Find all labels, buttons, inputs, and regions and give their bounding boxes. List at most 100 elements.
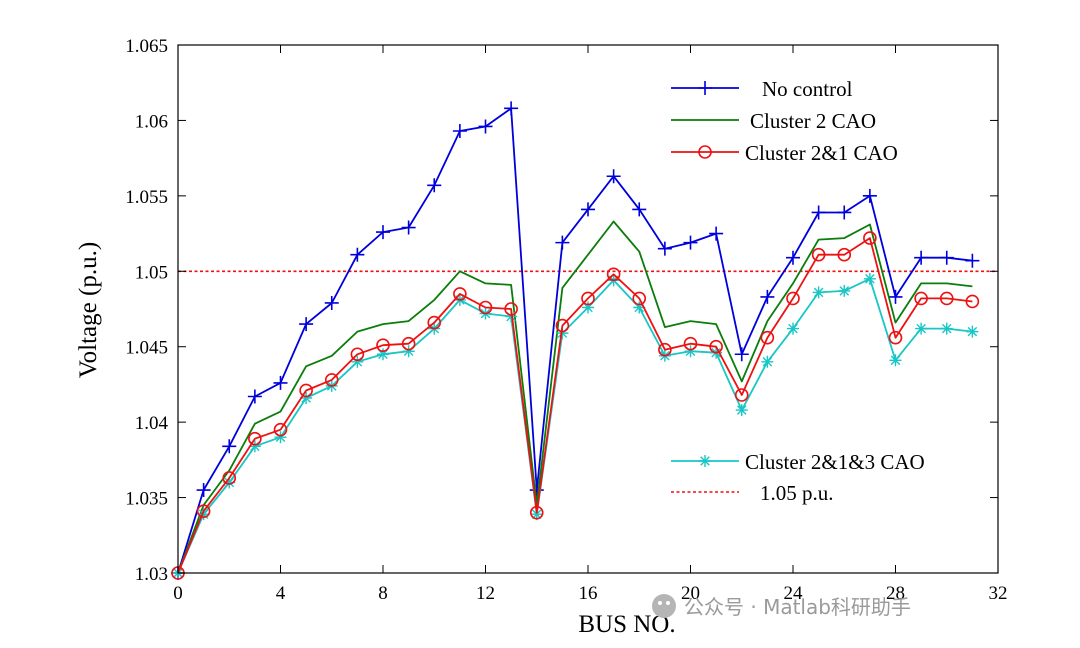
data-point-cluster-2-1-3-cao-8 (377, 348, 389, 361)
data-point-cluster-2-1-cao-7 (350, 347, 365, 362)
data-point-cluster-2-1-cao-8 (376, 338, 390, 353)
data-point-no-control-27 (862, 188, 877, 203)
x-tick-label: 28 (886, 583, 905, 604)
data-point-cluster-2-1-cao-31 (965, 294, 980, 309)
x-tick-label: 4 (276, 583, 286, 604)
y-tick-label: 1.05 (135, 262, 168, 283)
legend: No control Cluster 2 CAO Cluster 2&1 CAO Cl… (671, 77, 925, 505)
data-point-no-control-10 (427, 178, 442, 193)
data-point-cluster-2-1-3-cao-18 (633, 301, 646, 314)
data-point-cluster-2-1-3-cao-3 (248, 440, 261, 453)
data-point-cluster-2-1-cao-20 (683, 336, 698, 351)
axes: 0 4 8 12 16 20 24 28 32 1.03 1.035 1.04 1.045 1.05 1.0… (125, 36, 1007, 604)
data-point-cluster-2-1-cao-18 (632, 291, 647, 306)
series-line-cluster-2-cao (177, 220, 973, 574)
x-tick-label: 24 (784, 583, 804, 604)
data-point-no-control-11 (452, 123, 467, 138)
data-point-no-control-26 (837, 205, 852, 220)
data-point-cluster-2-1-cao-27 (863, 231, 877, 245)
x-tick-label: 20 (681, 583, 700, 604)
data-point-no-control-8 (376, 225, 390, 240)
data-point-no-control-9 (401, 220, 416, 235)
y-tick-label: 1.06 (135, 111, 168, 132)
legend-marker-cluster-2-1 (698, 145, 712, 159)
data-point-no-control-25 (811, 205, 826, 220)
data-point-cluster-2-1-cao-15 (555, 318, 570, 333)
data-point-no-control-29 (914, 250, 929, 265)
data-point-cluster-2-1-3-cao-1 (197, 508, 210, 521)
data-point-cluster-2-1-cao-21 (709, 339, 723, 354)
data-point-cluster-2-1-3-cao-22 (735, 404, 748, 417)
wechat-icon (652, 594, 676, 618)
legend-label-reference: 1.05 p.u. (760, 481, 834, 505)
data-point-no-control-16 (581, 202, 595, 217)
data-point-cluster-2-1-cao-14 (529, 505, 544, 520)
data-point-no-control-4 (273, 375, 288, 390)
data-point-cluster-2-1-cao-25 (811, 247, 826, 262)
data-point-no-control-18 (632, 202, 647, 217)
data-point-cluster-2-1-3-cao-16 (582, 301, 594, 314)
data-point-no-control-23 (760, 289, 775, 304)
data-point-no-control-28 (888, 289, 903, 304)
data-point-cluster-2-1-cao-22 (734, 388, 749, 402)
x-tick-label: 0 (173, 583, 183, 604)
data-point-cluster-2-1-cao-9 (401, 336, 416, 351)
data-point-cluster-2-1-3-cao-20 (684, 345, 697, 358)
data-point-cluster-2-1-cao-12 (478, 300, 493, 315)
data-point-cluster-2-1-3-cao-14 (530, 508, 543, 521)
y-tick-label: 1.045 (125, 338, 168, 359)
data-point-cluster-2-1-3-cao-9 (402, 345, 415, 358)
data-point-cluster-2-1-cao-16 (581, 291, 595, 306)
data-point-cluster-2-1-3-cao-29 (915, 322, 928, 335)
data-point-no-control-15 (555, 235, 570, 250)
data-point-no-control-21 (709, 226, 724, 241)
watermark-text: 公众号 · Matlab科研助手 (684, 595, 911, 619)
y-tick-label: 1.03 (135, 564, 168, 585)
y-tick-label: 1.065 (125, 36, 168, 57)
y-tick-label: 1.055 (125, 187, 168, 208)
data-point-cluster-2-1-cao-17 (606, 267, 621, 282)
data-point-cluster-2-1-cao-28 (888, 330, 903, 345)
data-point-cluster-2-1-cao-5 (299, 383, 313, 398)
data-point-no-control-7 (350, 247, 365, 262)
data-point-cluster-2-1-cao-11 (453, 287, 467, 301)
data-point-cluster-2-1-3-cao-25 (812, 286, 825, 299)
wechat-icon-eye-left (658, 601, 662, 605)
data-point-no-control-5 (299, 317, 314, 332)
data-point-no-control-14 (529, 483, 544, 498)
data-point-cluster-2-1-3-cao-2 (223, 476, 236, 489)
data-point-no-control-17 (606, 169, 621, 184)
data-point-cluster-2-1-3-cao-4 (274, 431, 287, 444)
legend-label-cluster-2-1: Cluster 2&1 CAO (745, 141, 898, 165)
data-point-no-control-6 (324, 295, 339, 310)
legend-label-cluster-2-1-3: Cluster 2&1&3 CAO (745, 450, 925, 474)
data-point-cluster-2-1-3-cao-7 (351, 355, 364, 368)
data-point-cluster-2-1-cao-10 (427, 315, 442, 330)
data-point-cluster-2-1-cao-29 (914, 291, 928, 306)
x-tick-label: 32 (989, 583, 1008, 604)
data-point-cluster-2-1-3-cao-31 (966, 325, 979, 338)
data-point-cluster-2-1-cao-24 (786, 291, 800, 306)
data-point-cluster-2-1-cao-19 (658, 342, 672, 357)
data-point-cluster-2-1-3-cao-30 (940, 322, 953, 335)
data-point-cluster-2-1-3-cao-13 (505, 310, 518, 323)
data-point-no-control-30 (939, 250, 954, 265)
data-point-no-control-31 (965, 253, 980, 268)
data-point-cluster-2-1-cao-30 (939, 291, 954, 306)
y-axis-label: Voltage (p.u.) (75, 242, 102, 378)
data-point-cluster-2-1-cao-23 (760, 330, 775, 345)
data-point-no-control-1 (196, 483, 211, 498)
data-point-no-control-13 (504, 101, 519, 116)
legend-label-no-control: No control (762, 77, 853, 101)
x-tick-label: 12 (476, 583, 495, 604)
legend-label-cluster-2: Cluster 2 CAO (750, 109, 876, 133)
x-tick-label: 16 (579, 583, 598, 604)
legend-marker-cluster-2-1-3 (699, 455, 711, 467)
data-point-cluster-2-1-3-cao-5 (300, 392, 313, 405)
data-point-no-control-2 (222, 439, 237, 454)
x-tick-label: 8 (378, 583, 388, 604)
data-point-cluster-2-1-cao-1 (196, 504, 211, 518)
data-point-no-control-19 (657, 241, 672, 256)
